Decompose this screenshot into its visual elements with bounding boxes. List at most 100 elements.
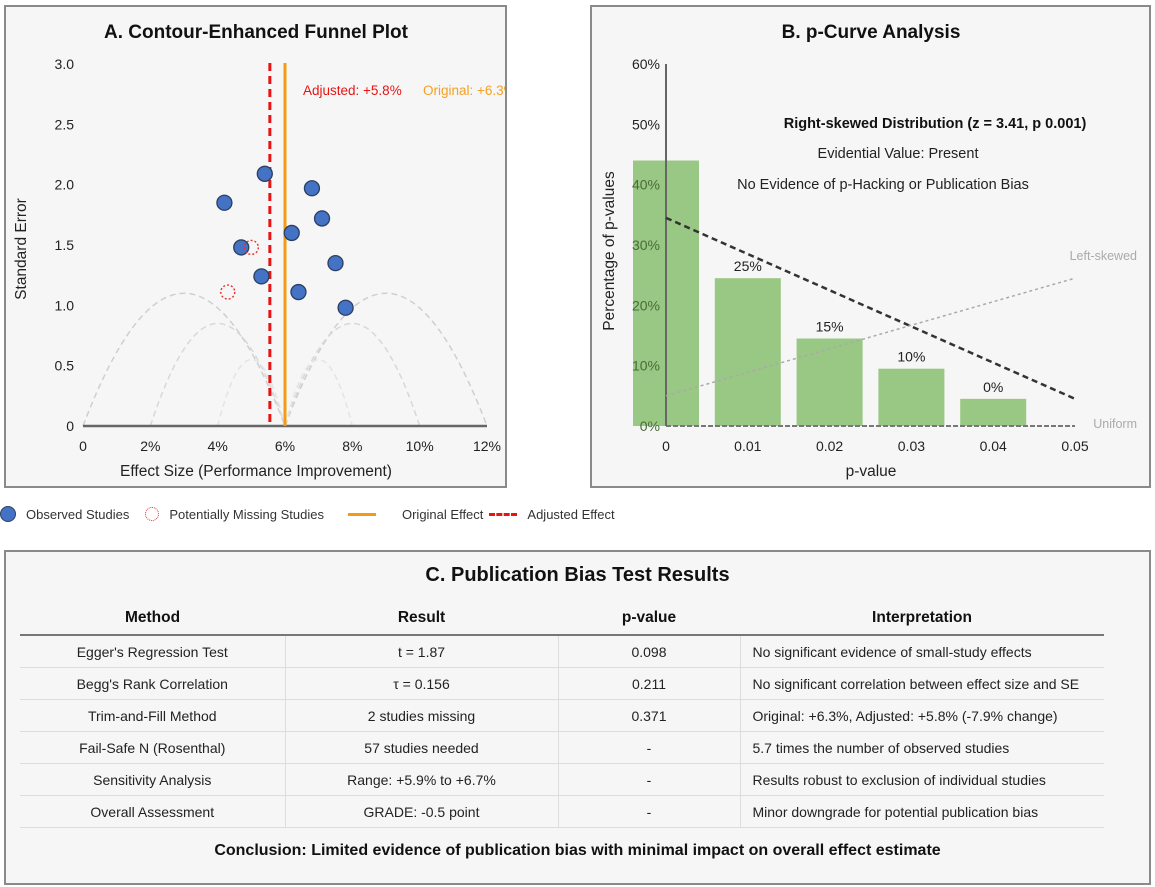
reference-curves (665, 216, 1076, 427)
y-tick-label: 0 (66, 418, 74, 434)
x-tick-label: 10% (406, 438, 434, 454)
y-tick-label: 20% (632, 297, 660, 313)
p-value-bars (633, 160, 1027, 427)
observed-study-marker-icon (0, 506, 16, 522)
contour-curve (82, 292, 286, 427)
method-cell: Trim-and-Fill Method (20, 699, 285, 732)
conclusion-text: Conclusion: Limited evidence of publicat… (214, 842, 941, 859)
result-cell: τ = 0.156 (284, 667, 558, 700)
y-tick-label: 2.0 (55, 177, 75, 193)
x-tick-label: 0 (662, 438, 670, 454)
result-cell: 57 studies needed (284, 731, 558, 764)
solid-line-icon (347, 512, 376, 516)
funnel-plot-chart: A. Contour-Enhanced Funnel Plot 0 0.5 1.0 1… (13, 22, 516, 480)
observed-study-point (303, 180, 321, 197)
x-tick-label: 0.05 (1061, 438, 1088, 454)
evidential-value-annotation: Evidential Value: Present (818, 146, 979, 162)
table-row: Begg's Rank Correlation τ = 0.156 0.211 No … (20, 667, 1104, 700)
p-value-cell: 0.211 (557, 667, 740, 700)
table-row: Fail-Safe N (Rosenthal) 57 studies needed… (20, 731, 1104, 764)
y-tick-label: 10% (632, 358, 660, 374)
p-value-cell: - (557, 763, 740, 796)
column-header-method: Method (20, 602, 285, 636)
observed-study-point (327, 254, 344, 272)
observed-study-point (216, 194, 233, 211)
legend-original-label: Original Effect (401, 506, 484, 522)
y-tick-label: 30% (632, 237, 660, 253)
study-points (216, 165, 354, 316)
bar-value-label: 10% (897, 349, 925, 365)
right-skewed-curve (665, 216, 1076, 400)
funnel-plot-title: A. Contour-Enhanced Funnel Plot (104, 22, 409, 43)
table-row: Sensitivity Analysis Range: +5.9% to +6.7… (20, 763, 1104, 796)
p-curve-title: B. p-Curve Analysis (782, 22, 961, 43)
p-value-bar (960, 398, 1027, 426)
x-tick-label: 8% (342, 438, 362, 454)
adjusted-effect-label: Adjusted: +5.8% (303, 83, 402, 98)
y-axis-label: Standard Error (13, 198, 30, 300)
missing-study-point (220, 284, 236, 300)
observed-study-point (290, 283, 307, 301)
interpretation-cell: 5.7 times the number of observed studies (739, 731, 1104, 764)
bias-table-title: C. Publication Bias Test Results (425, 564, 730, 586)
table-row: Trim-and-Fill Method 2 studies missing 0.3… (20, 699, 1104, 732)
p-value-bar (796, 338, 863, 426)
bias-test-table: Method Result p-value Interpretation Egg… (20, 602, 1104, 828)
legend-original: Original Effect (340, 507, 483, 522)
observed-study-point (337, 299, 354, 316)
x-axis-ticks: 0 0.01 0.02 0.03 0.04 0.05 (662, 438, 1089, 454)
method-cell: Begg's Rank Correlation (20, 667, 285, 700)
y-tick-label: 1.5 (55, 237, 75, 253)
missing-study-marker-icon (145, 507, 160, 521)
table-row: Overall Assessment GRADE: -0.5 point - Mino… (20, 795, 1104, 828)
p-value-cell: - (557, 795, 740, 828)
skew-test-annotation: Right-skewed Distribution (z = 3.41, p 0… (784, 116, 1087, 132)
x-tick-label: 0.03 (898, 438, 925, 454)
observed-study-point (256, 165, 273, 182)
column-header-p-value: p-value (558, 602, 740, 636)
legend-adjusted: Adjusted Effect (489, 506, 615, 522)
interpretation-cell: No significant correlation between effec… (739, 667, 1104, 700)
funnel-plot-panel: A. Contour-Enhanced Funnel Plot 0 0.5 1.0 1… (4, 5, 516, 488)
p-value-bar (714, 278, 781, 426)
interpretation-cell: No significant evidence of small-study e… (739, 635, 1104, 668)
x-axis-label: Effect Size (Performance Improvement) (120, 463, 392, 480)
x-tick-label: 0.04 (980, 438, 1007, 454)
legend-adjusted-label: Adjusted Effect (527, 506, 615, 522)
left-skewed-curve (665, 277, 1076, 397)
bias-test-results-panel: C. Publication Bias Test Results Method … (4, 550, 1151, 885)
p-value-cell: 0.371 (557, 699, 740, 732)
p-value-cell: 0.098 (557, 635, 740, 668)
y-tick-label: 0.5 (55, 358, 75, 374)
uniform-label: Uniform (1093, 417, 1137, 431)
method-cell: Overall Assessment (20, 795, 285, 828)
p-curve-chart: B. p-Curve Analysis 0% 10% 20% 30% 40% 50% 60%… (601, 22, 1137, 480)
p-value-cell: - (557, 731, 740, 764)
original-effect-label: Original: +6.3% (423, 83, 505, 98)
contour-curve (284, 359, 354, 427)
no-bias-annotation: No Evidence of p-Hacking or Publication … (737, 177, 1029, 193)
x-tick-label: 0 (79, 438, 87, 454)
result-cell: 2 studies missing (284, 699, 558, 732)
significance-contours (82, 292, 488, 427)
result-cell: t = 1.87 (284, 635, 558, 668)
contour-curve (284, 292, 488, 427)
left-skewed-label: Left-skewed (1070, 249, 1137, 263)
table-row: Egger's Regression Test t = 1.87 0.098 No s… (20, 635, 1104, 668)
x-tick-label: 4% (208, 438, 228, 454)
contour-curve (284, 322, 421, 427)
contour-curve (149, 322, 286, 427)
column-header-interpretation: Interpretation (740, 602, 1104, 636)
x-tick-label: 2% (140, 438, 160, 454)
y-tick-label: 2.5 (55, 116, 75, 132)
table-header-row: Method Result p-value Interpretation (20, 602, 1104, 636)
y-tick-label: 3.0 (55, 56, 75, 72)
method-cell: Egger's Regression Test (20, 635, 285, 668)
legend-missing-label: Potentially Missing Studies (169, 506, 324, 522)
legend-observed-label: Observed Studies (26, 506, 130, 522)
interpretation-cell: Original: +6.3%, Adjusted: +5.8% (-7.9% … (739, 699, 1104, 732)
x-tick-label: 6% (275, 438, 295, 454)
bar-value-label: 15% (816, 319, 844, 335)
y-axis-ticks: 0% 10% 20% 30% 40% 50% 60% (632, 56, 660, 434)
x-tick-label: 0.01 (734, 438, 761, 454)
